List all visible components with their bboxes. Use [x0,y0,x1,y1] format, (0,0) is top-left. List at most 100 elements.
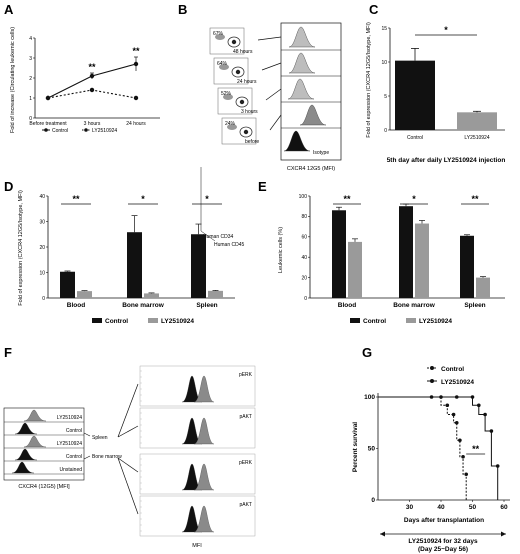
b-row-pct: 52% [221,91,232,97]
b-dotplot-core [231,39,237,45]
panel-a: Fold of increase (Circulating leukemic c… [10,27,160,134]
f-left-row-label: Control [66,454,82,460]
f-right-peak [193,417,215,445]
panel-letter-b: B [178,2,187,17]
e-ytick-label: 20 [301,275,307,281]
b-cd34-label: Human CD34 [203,234,234,240]
f-group-bm: Bone marrow [92,454,122,460]
panel-letter-g: G [362,345,372,360]
d-ytick-label: 10 [39,270,45,276]
b-histogram-peak [288,52,316,74]
g-xtick-label: 40 [437,504,445,511]
a-legend-control-marker [44,128,48,132]
g-censor-point [454,395,459,399]
d-significance: * [141,194,145,204]
f-group-bracket [83,432,91,437]
a-ytick-label: 1 [29,96,32,102]
f-left-row-label: Control [66,428,82,434]
d-ytick-label: 40 [39,194,45,200]
f-right-row-label: pERK [239,372,253,378]
b-row-pct: 67% [213,31,224,37]
b-dotplot-cluster [227,36,241,48]
d-legend: Control LY2510924 [92,318,194,325]
g-footnote-1: LY2510924 for 32 days [408,538,478,545]
f-right-row-label: pAKT [239,502,252,508]
c-xtick-label: Control [407,135,423,141]
b-histogram-peak [283,130,311,152]
e-significance: * [412,194,416,204]
g-significance: ** [472,444,480,454]
e-bar-control [332,210,346,298]
d-ytick-label: 20 [39,245,45,251]
g-censor-point [451,412,456,417]
panel-b: 67% 48 hours 64% 24 hours 52% 3 hours 24% befor… [200,22,342,248]
b-dotplot-frame [221,117,257,145]
e-legend-control-swatch [350,318,360,323]
d-legend-ly-swatch [148,318,158,323]
e-bar-ly [415,223,429,298]
f-left-peak [23,409,47,422]
g-legend-control: Control [441,366,464,373]
g-censor-point [458,438,462,443]
e-ytick-label: 60 [301,235,307,241]
a-xtick-label: 3 hours [84,121,101,127]
b-histogram-box [280,22,342,161]
a-data-point [133,61,139,67]
e-bar-ly [348,241,362,298]
d-bar-ly [77,291,92,298]
f-right-row-label: pERK [239,460,253,466]
f-left-row-label: Unstained [59,467,82,473]
panel-letter-a: A [4,2,14,17]
a-data-point [89,87,95,93]
e-legend: Control LY2510924 [350,318,452,325]
e-y-label: Leukemic cells (%) [278,227,284,273]
panel-letter-d: D [4,179,13,194]
c-ytick-label: 10 [381,60,387,66]
e-xtick-label: Blood [338,302,356,309]
e-significance: ** [343,194,351,204]
f-left-peak [11,461,35,474]
f-right-peak [193,463,215,491]
g-xtick-label: 50 [469,504,477,511]
g-censor-point [489,429,494,433]
d-legend-control-swatch [92,318,102,323]
panel-f: LY2510924 Control LY2510924 Control Unstaine… [3,365,256,549]
g-xtick-label: 60 [500,504,508,511]
c-x-label: 5th day after daily LY2510924 injection [387,157,506,164]
a-data-point [45,95,51,101]
f-left-row-label: LY2510924 [57,441,82,447]
g-legend-ly-marker [430,379,434,383]
b-dotplot-frame [213,57,249,85]
f-right-row-label: pAKT [239,414,252,420]
g-censor-point [495,464,500,468]
d-legend-control: Control [105,318,128,325]
a-legend: Control LY2510924 [42,128,117,134]
a-data-point [133,95,139,101]
b-connector-arrow [261,62,282,71]
d-bar-control [191,234,206,298]
b-dotplot-gate [215,34,225,40]
panel-letter-c: C [369,2,379,17]
b-cd45-label: Human CD45 [214,242,245,248]
e-ytick-label: 0 [304,296,307,302]
e-legend-ly-swatch [406,318,416,323]
c-ytick-label: 0 [384,128,387,134]
b-isotype-label: Isotype [313,150,329,156]
c-ytick-label: 5 [384,94,387,100]
d-ytick-label: 30 [39,219,45,225]
a-ytick-label: 4 [29,36,32,42]
b-connector-arrow [257,36,282,41]
f-left-box [3,407,85,481]
g-treatment-arrow [380,531,506,537]
f-right-peak [193,505,215,533]
a-xtick-label: 24 hours [126,121,146,127]
g-censor-point [477,403,481,408]
f-left-xlabel: CXCR4 (12G5) [MFI] [18,484,70,490]
g-survival-curve-ly [378,396,499,500]
b-dotplot-core [243,129,249,135]
g-censor-point [454,420,459,425]
b-row-label: 3 hours [241,109,258,115]
e-bar-control [460,235,474,298]
c-xtick-label: LY2510924 [464,135,489,141]
